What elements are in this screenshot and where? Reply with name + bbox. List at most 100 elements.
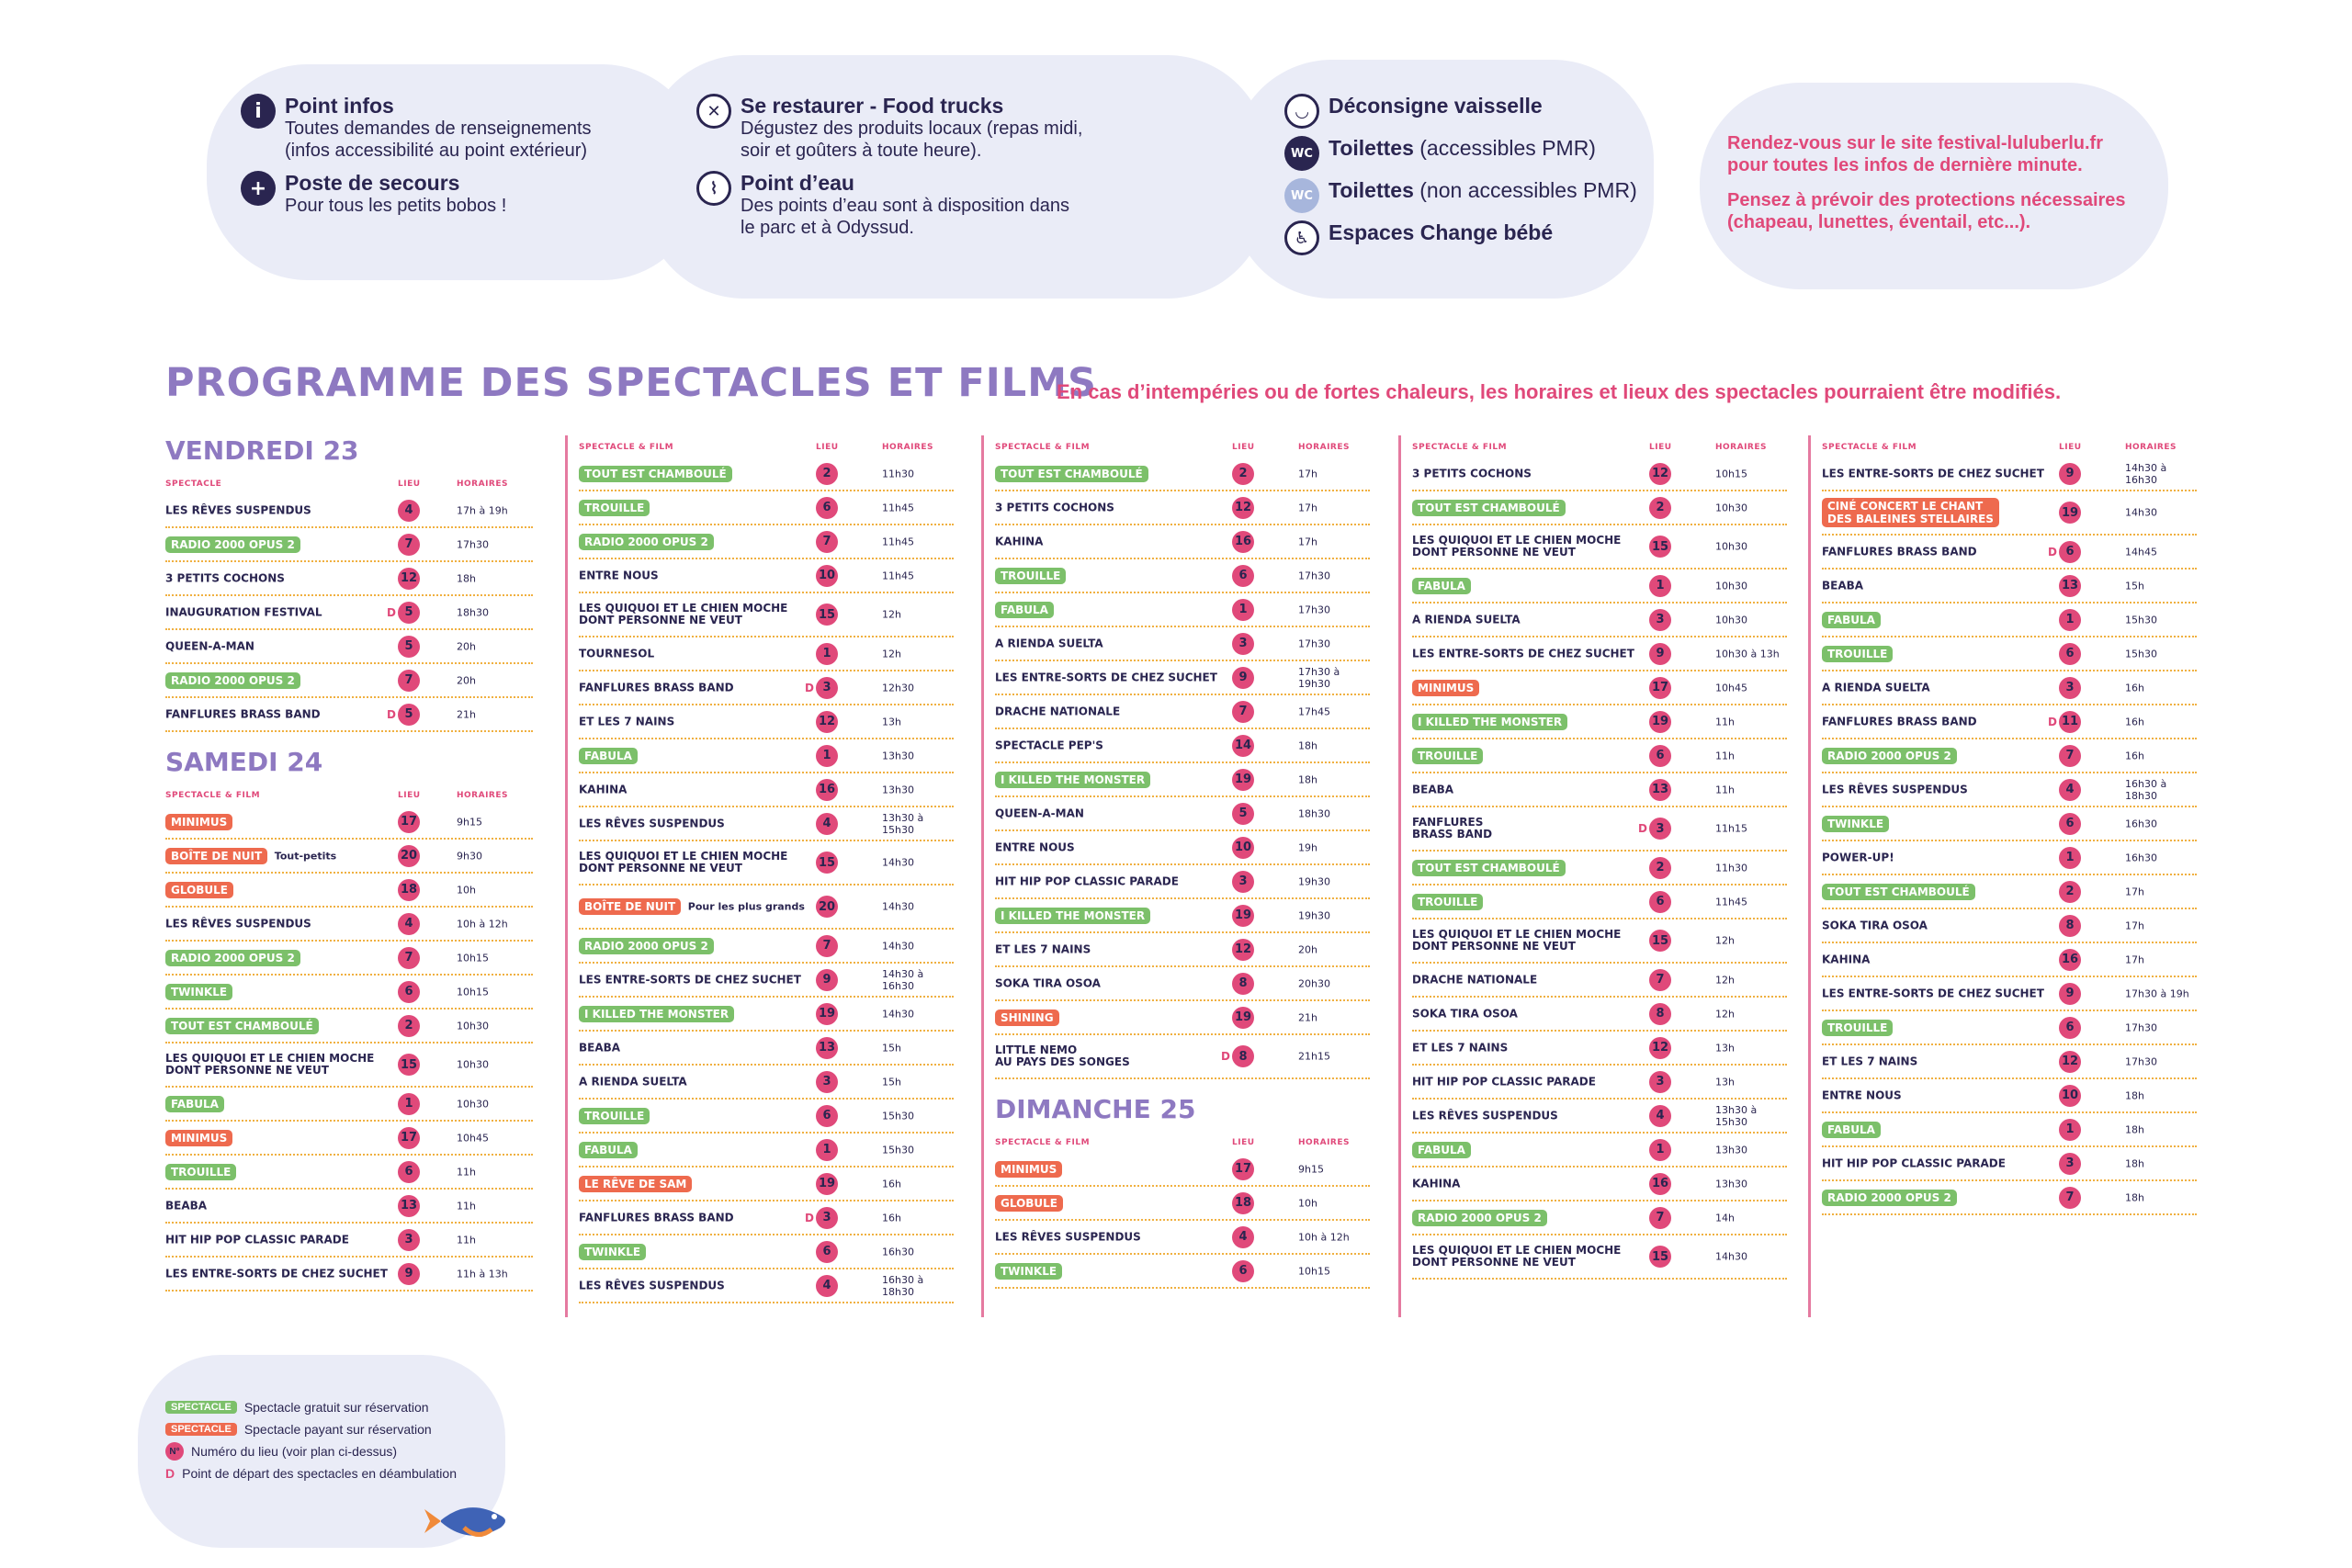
show-name: TOUT EST CHAMBOULÉ (1822, 883, 1975, 900)
show-name: MINIMUS (1412, 679, 1480, 696)
schedule-row: BOÎTE DE NUIT Tout-petits 20 9h30 (165, 840, 533, 874)
protection-note: Pensez à prévoir des protections nécessa… (1727, 190, 2126, 232)
schedule-row: ENTRE NOUS 10 18h (1822, 1079, 2197, 1113)
legend-free-desc: Spectacle gratuit sur réservation (243, 1400, 429, 1415)
info-item: ⌇ Point d’eau Des points d’eau sont à disp… (696, 171, 1174, 239)
venue-number: 12 (398, 567, 420, 590)
show-time: 14h30 (882, 856, 914, 869)
venue-number: 2 (1649, 856, 1671, 879)
venue-number: 16 (816, 778, 838, 801)
schedule-row: FANFLURES BRASS BAND D 3 16h (579, 1201, 954, 1235)
venue-number: 7 (2059, 1186, 2081, 1209)
show-time: 10h30 (457, 1058, 489, 1071)
show-time: 14h (1715, 1212, 1735, 1224)
show-name: I KILLED THE MONSTER (995, 771, 1151, 788)
info-title: Toilettes (non accessibles PMR) (1329, 178, 1637, 202)
show-time: 11h (1715, 784, 1735, 795)
schedule-row: FANFLURES BRASS BAND D 5 21h (165, 698, 533, 732)
legend: SPECTACLE Spectacle gratuit sur réservati… (165, 1396, 457, 1484)
venue-number: 6 (2059, 540, 2081, 563)
show-name: RADIO 2000 OPUS 2 (165, 949, 300, 966)
info-title-note: (non accessibles PMR) (1413, 178, 1637, 202)
show-name: LES RÊVES SUSPENDUS (165, 503, 311, 516)
header-spectacle: SPECTACLE & FILM (1822, 443, 1917, 452)
venue-number: 13 (1649, 778, 1671, 801)
show-time: 11h45 (882, 570, 914, 581)
schedule-row: FANFLURES BRASS BAND D 3 11h15 (1412, 807, 1787, 852)
venue-number: 15 (398, 1054, 420, 1076)
info-text: Toilettes (accessibles PMR) (1329, 136, 1596, 160)
venue-number: 17 (1232, 1157, 1254, 1180)
schedule-row: TROUILLE 6 15h30 (1822, 637, 2197, 671)
legend-venue-desc: Numéro du lieu (voir plan ci-dessus) (191, 1444, 398, 1459)
show-time: 14h45 (2125, 546, 2157, 558)
venue-number: 2 (398, 1014, 420, 1037)
header-spectacle: SPECTACLE & FILM (165, 791, 261, 800)
venue-number: 12 (1232, 496, 1254, 519)
show-name: TROUILLE (1822, 1019, 1894, 1036)
venue-number: 1 (1232, 598, 1254, 621)
venue-number: 4 (1649, 1104, 1671, 1127)
schedule-column-4: SPECTACLE & FILM LIEU HORAIRES 3 PETITS COC… (1398, 435, 1807, 1317)
schedule-row: POWER-UP! 1 16h30 (1822, 841, 2197, 875)
venue-number: 7 (816, 934, 838, 957)
show-time: 11h30 (1715, 862, 1747, 874)
show-name: HIT HIP POP CLASSIC PARADE (995, 874, 1179, 887)
show-time: 21h15 (1298, 1050, 1330, 1063)
show-name: KAHINA (1412, 1177, 1461, 1190)
schedule-row: KAHINA 16 17h (1822, 943, 2197, 977)
show-name: LES RÊVES SUSPENDUS (1412, 1109, 1558, 1122)
info-text: Point infos Toutes demandes de renseignem… (285, 94, 592, 162)
show-name: MINIMUS (165, 1129, 233, 1146)
column-header: SPECTACLE & FILM LIEU HORAIRES (579, 435, 974, 457)
show-time: 13h (882, 716, 901, 728)
show-time: 14h30 (1715, 1250, 1747, 1263)
schedule-row: LES QUIQUOI ET LE CHIEN MOCHE DONT PERSO… (165, 1043, 533, 1088)
venue-number: 4 (816, 812, 838, 835)
venue-number: 3 (398, 1228, 420, 1251)
schedule-row: HIT HIP POP CLASSIC PARADE 3 18h (1822, 1147, 2197, 1181)
show-time: 12h (882, 608, 901, 621)
venue-number: 6 (2059, 1016, 2081, 1039)
show-name: FABULA (1412, 1141, 1471, 1158)
show-name: ENTRE NOUS (579, 569, 659, 581)
show-time: 17h30 à 19h30 (1298, 665, 1340, 690)
show-time: 17h30 (2125, 1055, 2157, 1067)
show-time: 19h (1298, 841, 1317, 853)
venue-number: 8 (1649, 1002, 1671, 1025)
venue-number: 19 (1232, 904, 1254, 927)
schedule-row: TWINKLE 6 10h15 (165, 976, 533, 1010)
info-title: Point infos (285, 94, 394, 118)
schedule-row: ENTRE NOUS 10 11h45 (579, 559, 954, 593)
show-time: 14h30 à 16h30 (882, 967, 924, 992)
cup-icon: ◡ (1284, 94, 1319, 129)
schedule-row: INAUGURATION FESTIVAL D 5 18h30 (165, 596, 533, 630)
schedule-row: MINIMUS 17 10h45 (165, 1122, 533, 1156)
venue-number: 1 (398, 1092, 420, 1115)
schedule-row: RADIO 2000 OPUS 2 7 14h30 (579, 930, 954, 964)
show-time: 11h15 (1715, 822, 1747, 835)
schedule-row: TOUT EST CHAMBOULÉ 2 17h (995, 457, 1370, 491)
schedule-row: ET LES 7 NAINS 12 17h30 (1822, 1045, 2197, 1079)
column-header: SPECTACLE LIEU HORAIRES (165, 472, 542, 494)
show-name: LES RÊVES SUSPENDUS (165, 917, 311, 930)
schedule-row: FABULA 1 13h30 (1412, 1134, 1787, 1168)
venue-number: 6 (1232, 564, 1254, 587)
header-lieu: LIEU (1649, 443, 1672, 452)
show-name: FANFLURES BRASS BAND (165, 707, 321, 720)
show-time: 15h30 (2125, 614, 2157, 626)
venue-number: 8 (1232, 1045, 1254, 1067)
schedule-column-1: VENDREDI 23 SPECTACLE LIEU HORAIRES LES RÊVE… (165, 435, 542, 1292)
schedule-row: TWINKLE 6 16h30 (1822, 807, 2197, 841)
show-name: TOURNESOL (579, 647, 655, 660)
info-item: WC Toilettes (non accessibles PMR) (1284, 178, 1670, 213)
schedule-row: SOKA TIRA OSOA 8 20h30 (995, 967, 1370, 1001)
show-name: GLOBULE (995, 1194, 1064, 1212)
info-item: ♿ Espaces Change bébé (1284, 220, 1670, 255)
info-title: Se restaurer - Food trucks (741, 94, 1004, 118)
schedule-row: LES RÊVES SUSPENDUS 4 16h30 à 18h30 (579, 1269, 954, 1303)
schedule-row: RADIO 2000 OPUS 2 7 18h (1822, 1181, 2197, 1215)
schedule-row: DRACHE NATIONALE 7 17h45 (995, 695, 1370, 729)
schedule-row: LES ENTRE-SORTS DE CHEZ SUCHET 9 17h30 à 1… (1822, 977, 2197, 1011)
legend-free-swatch: SPECTACLE (165, 1401, 237, 1414)
